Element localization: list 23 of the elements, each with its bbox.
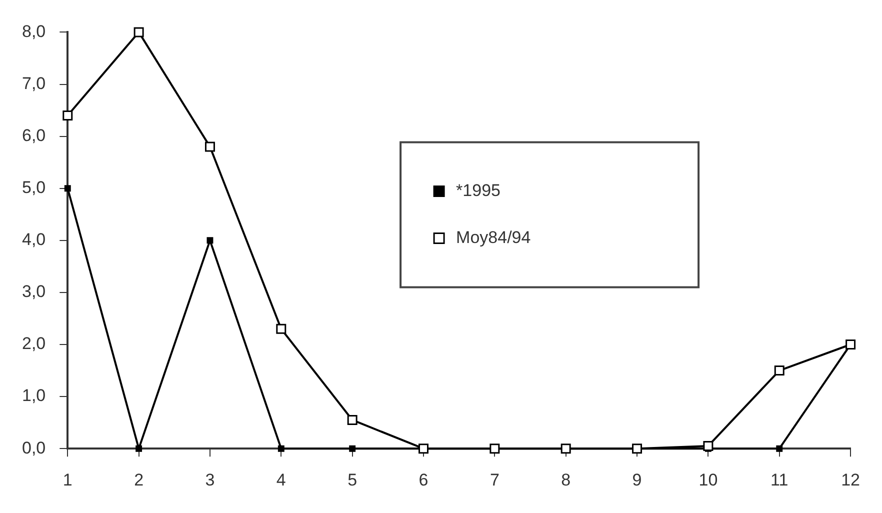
y-tick-label: 8,0 bbox=[22, 22, 46, 41]
x-tick-label: 4 bbox=[276, 470, 286, 490]
y-tick-label: 6,0 bbox=[22, 126, 46, 145]
x-tick-label: 2 bbox=[134, 470, 144, 490]
x-tick-label: 1 bbox=[62, 470, 72, 490]
legend-label: *1995 bbox=[456, 180, 500, 200]
legend-label: Moy84/94 bbox=[456, 228, 531, 247]
y-tick-label: 3,0 bbox=[22, 282, 46, 302]
x-tick-label: 3 bbox=[205, 470, 215, 490]
x-tick-label: 9 bbox=[632, 470, 642, 490]
x-tick-label: 7 bbox=[490, 470, 500, 490]
x-tick-label: 6 bbox=[418, 470, 428, 490]
y-tick-label: 5,0 bbox=[22, 178, 46, 198]
y-tick-label: 2,0 bbox=[22, 334, 46, 354]
y-tick-label: 0,0 bbox=[22, 438, 46, 458]
x-tick-label: 8 bbox=[561, 470, 571, 490]
x-tick-label: 10 bbox=[698, 470, 718, 490]
y-tick-label: 4,0 bbox=[22, 230, 46, 250]
y-tick-label: 1,0 bbox=[22, 386, 46, 406]
x-tick-label: 12 bbox=[841, 470, 860, 490]
x-tick-label: 5 bbox=[348, 470, 358, 490]
x-tick-label: 11 bbox=[770, 470, 788, 490]
y-tick-label: 7,0 bbox=[22, 74, 46, 93]
